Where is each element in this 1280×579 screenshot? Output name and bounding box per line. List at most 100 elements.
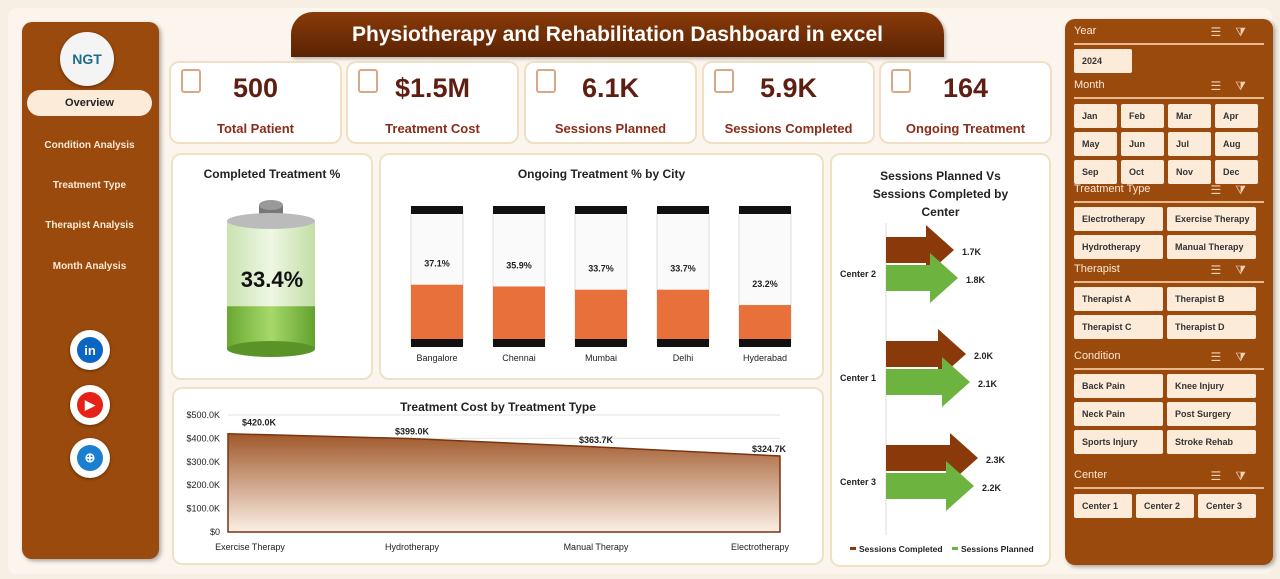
slicer-header-year: Year ☰⧩ xyxy=(1074,25,1264,45)
slicer-button-hydrotherapy[interactable]: Hydrotherapy xyxy=(1074,235,1163,259)
clear-filter-icon[interactable]: ⧩ xyxy=(1235,469,1260,483)
ongoing-by-city-card: Ongoing Treatment % by City 37.1% Bangalo… xyxy=(381,155,822,378)
slicer-button-jan[interactable]: Jan xyxy=(1074,104,1117,128)
multi-select-icon[interactable]: ☰ xyxy=(1210,350,1236,364)
slicer-button-sports-injury[interactable]: Sports Injury xyxy=(1074,430,1163,454)
slicer-title: Year xyxy=(1074,25,1097,37)
bar-cap-top xyxy=(411,206,463,214)
slicer-button-may[interactable]: May xyxy=(1074,132,1117,156)
page-title: Physiotherapy and Rehabilitation Dashboa… xyxy=(291,12,944,57)
clear-filter-icon[interactable]: ⧩ xyxy=(1235,79,1260,93)
arrow-bar xyxy=(886,357,970,407)
slicer-button-sep[interactable]: Sep xyxy=(1074,160,1117,184)
clear-filter-icon[interactable]: ⧩ xyxy=(1235,350,1260,364)
linkedin-button[interactable]: in xyxy=(70,330,110,370)
clear-filter-icon[interactable]: ⧩ xyxy=(1235,263,1260,277)
slicer-button-jun[interactable]: Jun xyxy=(1121,132,1164,156)
sidebar-item-label: Month Analysis xyxy=(52,260,127,272)
slicer-button-electrotherapy[interactable]: Electrotherapy xyxy=(1074,207,1163,231)
category-label: Center 2 xyxy=(840,269,876,279)
slicer-button-back-pain[interactable]: Back Pain xyxy=(1074,374,1163,398)
multi-select-icon[interactable]: ☰ xyxy=(1210,263,1236,277)
sidebar: NGT Overview Condition Analysis Treatment … xyxy=(22,22,159,559)
slicer-button-therapist-c[interactable]: Therapist C xyxy=(1074,315,1163,339)
multi-select-icon[interactable]: ☰ xyxy=(1210,183,1236,197)
category-label: Mumbai xyxy=(585,353,617,363)
treatment-cost-chart: $0 $100.0K $200.0K $300.0K $400.0K $500.0K $42… xyxy=(186,410,789,552)
slicer-button-feb[interactable]: Feb xyxy=(1121,104,1164,128)
slicer-button-exercise-therapy[interactable]: Exercise Therapy xyxy=(1167,207,1256,231)
data-label: 2.1K xyxy=(978,379,998,389)
slicer-button-mar[interactable]: Mar xyxy=(1168,104,1211,128)
kpi-label: Sessions Planned xyxy=(554,121,667,136)
slicer-button-jul[interactable]: Jul xyxy=(1168,132,1211,156)
data-label: 1.7K xyxy=(962,247,982,257)
slicer-header-month: Month ☰⧩ xyxy=(1074,79,1264,99)
data-label: 23.2% xyxy=(752,279,778,289)
category-label: Delhi xyxy=(673,353,694,363)
slicer-button-label: Oct xyxy=(1129,167,1145,177)
bar xyxy=(739,305,791,339)
slicer-button-label: Feb xyxy=(1129,111,1146,121)
clear-filter-icon[interactable]: ⧩ xyxy=(1235,183,1260,197)
slicer-button-manual-therapy[interactable]: Manual Therapy xyxy=(1167,235,1256,259)
sidebar-item-label: Therapist Analysis xyxy=(45,219,134,231)
slicer-button-oct[interactable]: Oct xyxy=(1121,160,1164,184)
category-label: Center 1 xyxy=(840,373,876,383)
youtube-button[interactable]: ▶ xyxy=(70,385,110,425)
slicer-button-dec[interactable]: Dec xyxy=(1215,160,1258,184)
bar-cap-top xyxy=(575,206,627,214)
slicer-button-neck-pain[interactable]: Neck Pain xyxy=(1074,402,1163,426)
slicer-button-therapist-b[interactable]: Therapist B xyxy=(1167,287,1256,311)
slicer-button-stroke-rehab[interactable]: Stroke Rehab xyxy=(1167,430,1256,454)
slicer-header-center: Center ☰⧩ xyxy=(1074,469,1264,489)
sidebar-item-month-analysis[interactable]: Month Analysis xyxy=(27,253,152,279)
chart-title: Sessions Planned Vs Sessions Completed b… xyxy=(872,169,1009,219)
slicer-button-therapist-a[interactable]: Therapist A xyxy=(1074,287,1163,311)
slicer-panel: Year ☰⧩ 2024 Month ☰⧩ Jan Feb Mar Apr May Jun Jul Au… xyxy=(1065,19,1273,565)
multi-select-icon[interactable]: ☰ xyxy=(1210,469,1236,483)
sidebar-item-overview[interactable]: Overview xyxy=(27,90,152,116)
kpi-card-sessions-planned: 6.1K Sessions Planned xyxy=(526,63,695,142)
slicer-header-treatment: Treatment Type ☰⧩ xyxy=(1074,183,1264,203)
slicer-button-therapist-d[interactable]: Therapist D xyxy=(1167,315,1256,339)
multi-select-icon[interactable]: ☰ xyxy=(1210,25,1236,39)
y-tick-label: $300.0K xyxy=(186,457,220,467)
slicer-button-2024[interactable]: 2024 xyxy=(1074,49,1132,73)
slicer-button-post-surgery[interactable]: Post Surgery xyxy=(1167,402,1256,426)
slicer-button-knee-injury[interactable]: Knee Injury xyxy=(1167,374,1256,398)
slicer-button-label: Jun xyxy=(1129,139,1146,149)
slicer-button-aug[interactable]: Aug xyxy=(1215,132,1258,156)
sidebar-item-therapist-analysis[interactable]: Therapist Analysis xyxy=(27,212,152,238)
multi-select-icon[interactable]: ☰ xyxy=(1210,79,1236,93)
bar-cap-bottom xyxy=(575,339,627,347)
category-label: Hyderabad xyxy=(743,353,787,363)
bar xyxy=(493,286,545,339)
x-tick-label: Manual Therapy xyxy=(564,542,629,552)
sidebar-item-condition-analysis[interactable]: Condition Analysis xyxy=(27,132,152,158)
slicer-header-therapist: Therapist ☰⧩ xyxy=(1074,263,1264,283)
ongoing-by-city-chart: 37.1% Bangalore 35.9% Chennai 33.7% Mumbai 33.… xyxy=(410,206,792,363)
clear-filter-icon[interactable]: ⧩ xyxy=(1235,25,1260,39)
bar xyxy=(657,289,709,339)
slicer-button-apr[interactable]: Apr xyxy=(1215,104,1258,128)
slicer-button-center-3[interactable]: Center 3 xyxy=(1198,494,1256,518)
data-label: 33.7% xyxy=(670,264,696,274)
kpi-icon xyxy=(358,69,378,93)
category-label: Chennai xyxy=(502,353,536,363)
slicer-title: Treatment Type xyxy=(1074,183,1151,195)
treatment-cost-card: Treatment Cost by Treatment Type $0 $100.… xyxy=(174,389,822,563)
chart-title: Treatment Cost by Treatment Type xyxy=(400,400,596,414)
slicer-button-center-1[interactable]: Center 1 xyxy=(1074,494,1132,518)
kpi-value: 6.1K xyxy=(581,73,640,103)
data-label: 37.1% xyxy=(424,259,450,269)
slicer-button-label: Electrotherapy xyxy=(1082,214,1146,224)
slicer-button-label: Sep xyxy=(1082,167,1099,177)
data-label: 1.8K xyxy=(966,275,986,285)
slicer-button-center-2[interactable]: Center 2 xyxy=(1136,494,1194,518)
slicer-button-label: Therapist A xyxy=(1082,294,1132,304)
sidebar-item-treatment-type[interactable]: Treatment Type xyxy=(27,172,152,198)
slicer-button-nov[interactable]: Nov xyxy=(1168,160,1211,184)
globe-button[interactable]: ⊕ xyxy=(70,438,110,478)
data-label: $420.0K xyxy=(242,418,277,428)
